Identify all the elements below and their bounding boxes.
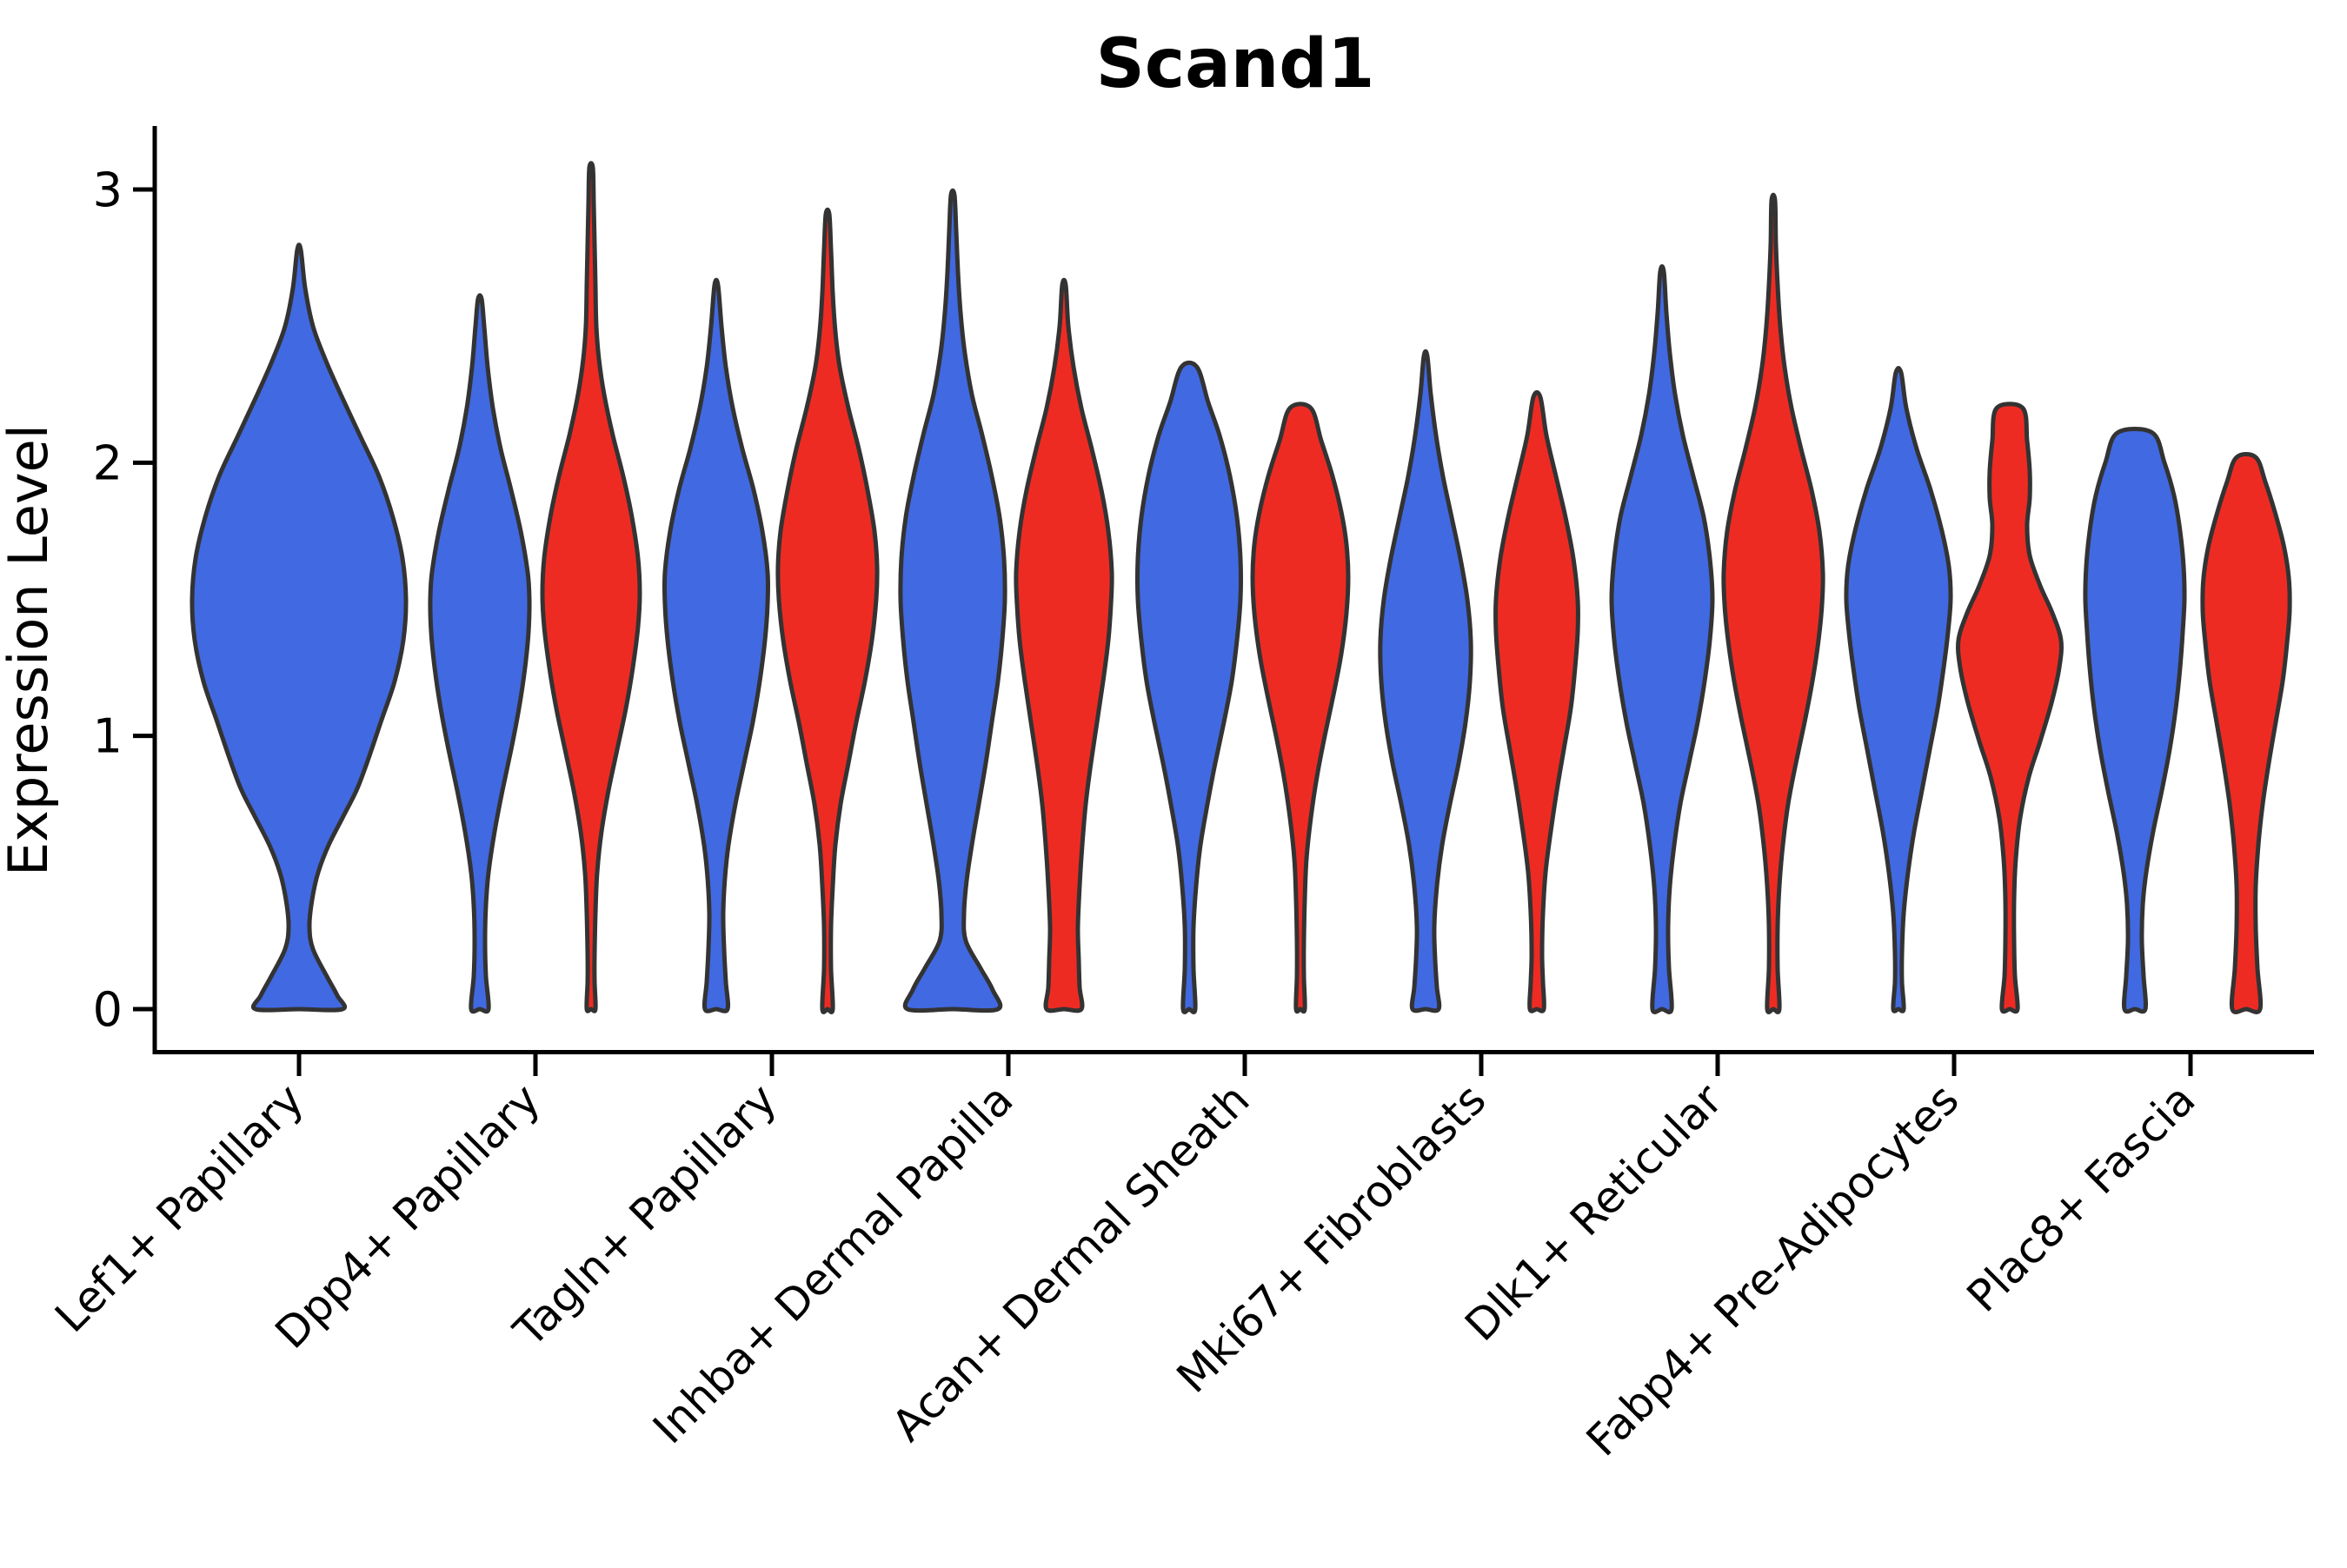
violin-red-fabp4-pre-adipocytes — [1956, 402, 2064, 1014]
x-tick-label-plac8-fascia: Plac8+ Fascia — [1958, 1074, 2205, 1322]
violin-red-tagln-papillary — [775, 207, 880, 1014]
violin-red-dlk1-reticular — [1721, 192, 1825, 1014]
x-tick-label-tagln-papillary: Tagln+ Papillary — [503, 1074, 786, 1357]
violin-blue-acan-dermal-sheath — [1134, 360, 1244, 1014]
y-tick-label: 2 — [93, 435, 123, 490]
violin-red-acan-dermal-sheath — [1250, 402, 1351, 1014]
y-tick-label: 3 — [93, 163, 123, 217]
violin-blue-fabp4-pre-adipocytes — [1844, 366, 1953, 1013]
violin-red-inhba-dermal-papilla — [1014, 277, 1114, 1013]
violin-blue-plac8-fascia — [2083, 426, 2187, 1014]
violin-blue-dpp4-papillary — [428, 293, 532, 1014]
x-tick-label-fabp4-pre-adipocytes: Fabp4+ Pre-Adipocytes — [1577, 1074, 1969, 1466]
violin-blue-tagln-papillary — [662, 277, 771, 1013]
violin-blue-lef1-papillary — [189, 243, 409, 1013]
plot-title: Scand1 — [1096, 25, 1375, 103]
y-tick-label: 1 — [93, 709, 123, 764]
violin-red-dpp4-papillary — [540, 161, 642, 1013]
x-tick-label-dlk1-reticular: Dlk1+ Reticular — [1455, 1074, 1732, 1351]
violin-blue-dlk1-reticular — [1609, 263, 1715, 1014]
x-tick-label-dpp4-papillary: Dpp4+ Papillary — [266, 1074, 550, 1359]
axes-spines — [152, 126, 2314, 1054]
violin-red-plac8-fascia — [2200, 452, 2292, 1014]
axes-layer — [152, 126, 2314, 1054]
violin-blue-mki67-fibroblasts — [1378, 349, 1473, 1013]
violins-layer — [189, 161, 2292, 1014]
y-tick-label: 0 — [93, 982, 123, 1037]
violin-blue-inhba-dermal-papilla — [898, 188, 1007, 1013]
violin-red-mki67-fibroblasts — [1493, 390, 1580, 1013]
y-axis-label: Expression Level — [0, 424, 60, 876]
y-axis-ticks: 0 1 2 3 — [93, 163, 155, 1037]
x-tick-label-lef1-papillary: Lef1+ Papillary — [45, 1074, 313, 1342]
